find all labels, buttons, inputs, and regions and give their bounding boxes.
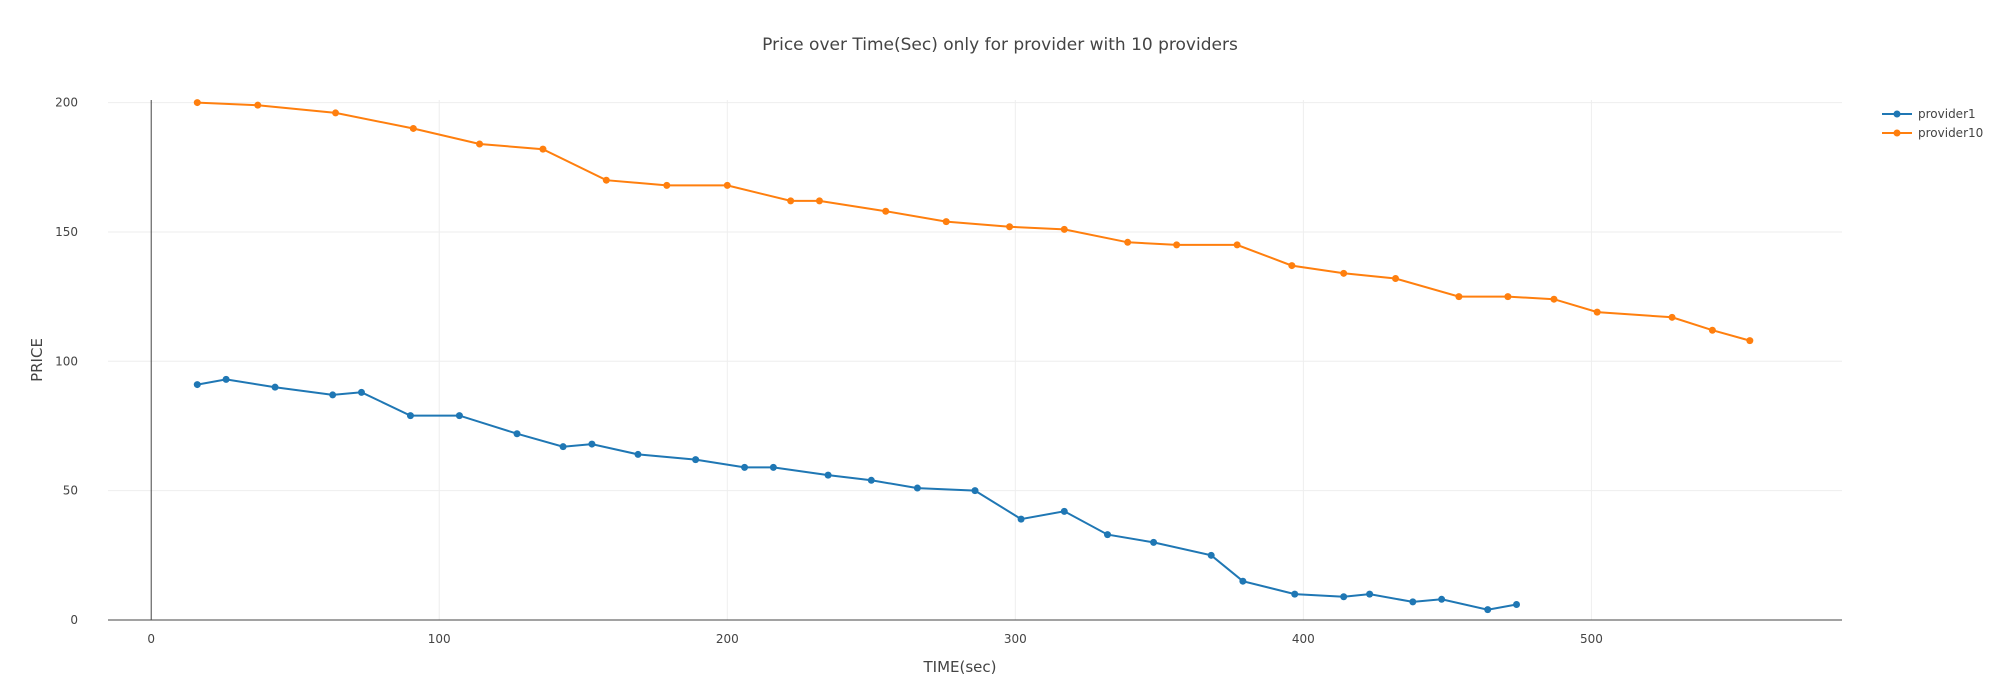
data-point-provider1 [1366, 590, 1374, 598]
data-point-provider1 [1017, 515, 1025, 523]
data-point-provider1 [867, 476, 875, 484]
data-point-provider1 [971, 487, 979, 495]
chart-title: Price over Time(Sec) only for provider w… [762, 35, 1238, 55]
legend-label-provider10: provider10 [1918, 126, 1983, 140]
data-point-provider1 [634, 450, 642, 458]
data-point-provider10 [409, 124, 417, 132]
data-point-provider10 [663, 181, 671, 189]
x-tick-label: 400 [1292, 632, 1315, 646]
data-point-provider1 [1207, 551, 1215, 559]
data-point-provider10 [1060, 225, 1068, 233]
data-point-provider10 [787, 197, 795, 205]
y-tick-label: 0 [70, 613, 78, 627]
data-point-provider1 [1438, 595, 1446, 603]
data-point-provider1 [513, 430, 521, 438]
data-point-provider1 [741, 463, 749, 471]
series-provider10 [193, 99, 1754, 345]
data-point-provider1 [1291, 590, 1299, 598]
data-point-provider1 [1060, 507, 1068, 515]
series-layer [193, 99, 1754, 614]
series-line-provider10 [197, 101, 1751, 342]
data-point-provider10 [882, 207, 890, 215]
data-point-provider1 [588, 440, 596, 448]
data-point-provider10 [1708, 326, 1716, 334]
data-point-provider1 [1484, 606, 1492, 614]
axes: 0 100 200 300 400 500 0 50 100 150 200 [55, 96, 1842, 646]
series-line-provider1 [197, 378, 1517, 611]
data-point-provider1 [1513, 600, 1521, 608]
grid [108, 100, 1842, 620]
data-point-provider10 [602, 176, 610, 184]
data-point-provider1 [406, 412, 414, 420]
x-tick-label: 100 [428, 632, 451, 646]
data-point-provider1 [769, 463, 777, 471]
legend-item-provider1: provider1 [1882, 107, 1976, 121]
data-point-provider1 [1103, 531, 1111, 539]
x-tick-label: 200 [716, 632, 739, 646]
data-point-provider1 [1340, 593, 1348, 601]
data-point-provider10 [1668, 313, 1676, 321]
data-point-provider1 [559, 443, 567, 451]
data-point-provider10 [1392, 275, 1400, 283]
data-point-provider1 [824, 471, 832, 479]
data-point-provider1 [692, 456, 700, 464]
data-point-provider1 [455, 412, 463, 420]
data-point-provider10 [193, 99, 201, 107]
data-point-provider1 [1239, 577, 1247, 585]
legend-item-provider10: provider10 [1882, 126, 1983, 140]
legend-label-provider1: provider1 [1918, 107, 1976, 121]
x-axis-title: TIME(sec) [922, 658, 996, 676]
data-point-provider1 [271, 383, 279, 391]
data-point-provider1 [222, 375, 230, 383]
data-point-provider10 [1504, 293, 1512, 301]
data-point-provider10 [1173, 241, 1181, 249]
data-point-provider10 [332, 109, 340, 117]
data-point-provider10 [1288, 262, 1296, 270]
data-point-provider1 [913, 484, 921, 492]
data-point-provider10 [1746, 337, 1754, 345]
data-point-provider1 [1409, 598, 1417, 606]
data-point-provider10 [1340, 269, 1348, 277]
data-point-provider10 [1550, 295, 1558, 303]
y-tick-label: 50 [63, 484, 78, 498]
y-axis-title: PRICE [28, 338, 46, 382]
x-tick-label: 0 [147, 632, 155, 646]
legend: provider1 provider10 [1882, 107, 1983, 140]
data-point-provider10 [1124, 238, 1132, 246]
y-tick-label: 100 [55, 354, 78, 368]
data-point-provider1 [193, 381, 201, 389]
x-tick-label: 500 [1580, 632, 1603, 646]
data-point-provider1 [1150, 538, 1158, 546]
data-point-provider10 [1593, 308, 1601, 316]
data-point-provider1 [357, 388, 365, 396]
data-point-provider10 [815, 197, 823, 205]
data-point-provider10 [942, 218, 950, 226]
data-point-provider1 [329, 391, 337, 399]
data-point-provider10 [723, 181, 731, 189]
legend-marker-provider1 [1893, 110, 1901, 118]
x-tick-label: 300 [1004, 632, 1027, 646]
series-provider1 [193, 375, 1521, 614]
legend-marker-provider10 [1893, 129, 1901, 137]
data-point-provider10 [1233, 241, 1241, 249]
data-point-provider10 [1006, 223, 1014, 231]
y-tick-label: 150 [55, 225, 78, 239]
y-tick-label: 200 [55, 96, 78, 110]
data-point-provider10 [1455, 293, 1463, 301]
data-point-provider10 [539, 145, 547, 153]
data-point-provider10 [254, 101, 262, 109]
data-point-provider10 [476, 140, 484, 148]
